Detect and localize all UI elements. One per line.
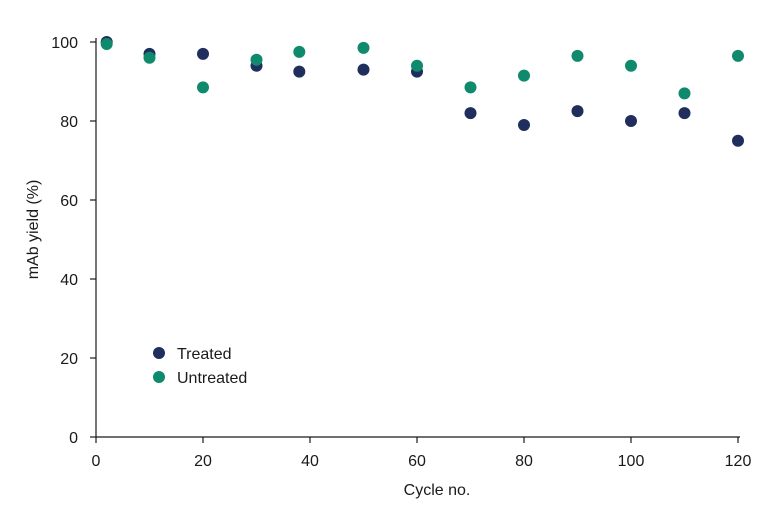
y-tick-label: 80 <box>60 114 78 131</box>
data-point-treated <box>197 47 209 60</box>
data-point-untreated <box>518 69 530 82</box>
data-point-treated <box>293 65 306 78</box>
x-tick-label: 0 <box>92 453 101 470</box>
data-point-treated <box>357 63 370 76</box>
y-tick-label: 20 <box>60 351 78 368</box>
legend-marker-untreated <box>153 371 165 383</box>
x-tick-label: 60 <box>408 453 426 470</box>
data-point-treated <box>464 107 477 120</box>
data-point-untreated <box>143 51 156 64</box>
data-point-untreated <box>250 53 263 66</box>
y-tick-label: 40 <box>60 272 78 289</box>
x-tick-label: 120 <box>725 453 752 470</box>
data-point-treated <box>732 134 744 147</box>
legend-marker-treated <box>153 347 165 359</box>
x-axis-title: Cycle no. <box>404 482 471 499</box>
data-point-untreated <box>571 49 584 62</box>
x-tick-label: 80 <box>515 453 533 470</box>
data-point-untreated <box>678 87 691 100</box>
data-point-untreated <box>293 45 306 58</box>
data-point-untreated <box>464 81 477 94</box>
data-points <box>100 36 744 147</box>
x-tick-label: 20 <box>194 453 212 470</box>
data-point-untreated <box>732 49 744 62</box>
y-ticks: 0 20 40 60 80 100 <box>51 35 96 447</box>
y-tick-label: 0 <box>69 430 78 447</box>
data-point-untreated <box>100 37 113 50</box>
y-tick-label: 60 <box>60 193 78 210</box>
data-point-treated <box>518 118 530 131</box>
data-point-untreated <box>357 41 370 54</box>
data-point-untreated <box>197 81 209 94</box>
x-ticks: 0 20 40 60 80 100 120 <box>92 437 752 470</box>
legend-label-treated: Treated <box>177 346 232 363</box>
legend-label-untreated: Untreated <box>177 370 247 387</box>
y-tick-label: 100 <box>51 35 78 52</box>
y-axis-title: mAb yield (%) <box>25 180 42 280</box>
data-point-treated <box>571 105 584 118</box>
data-point-treated <box>625 115 637 127</box>
x-tick-label: 100 <box>618 453 645 470</box>
data-point-untreated <box>411 59 423 72</box>
data-point-untreated <box>625 59 637 72</box>
legend: Treated Untreated <box>153 346 247 387</box>
data-point-treated <box>678 107 691 120</box>
x-tick-label: 40 <box>301 453 319 470</box>
